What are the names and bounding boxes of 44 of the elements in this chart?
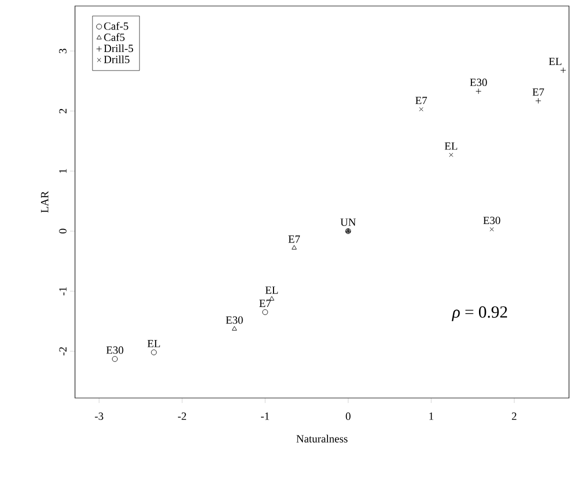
y-tick-label: -2 [59, 347, 66, 356]
annotation: E7 [259, 300, 271, 307]
y-tick-label: 2 [59, 108, 66, 114]
annotation: EL [444, 142, 458, 150]
annotation: E7 [532, 88, 544, 96]
legend-label: Caf5 [104, 33, 125, 42]
point [151, 350, 157, 356]
point [476, 88, 482, 94]
point [535, 98, 542, 104]
x-tick-label: -1 [260, 412, 270, 420]
annotation: EL [147, 340, 160, 348]
y-axis-title: LAR [41, 191, 48, 213]
point [232, 326, 237, 331]
annotation: E30 [470, 78, 487, 86]
x-tick-label: 2 [512, 412, 516, 420]
annotation: UN [340, 218, 356, 226]
annotation: E30 [106, 346, 124, 354]
y-tick-label: 1 [59, 169, 66, 173]
annotation: EL [265, 286, 278, 294]
annotation: E30 [483, 216, 500, 224]
annotation: EL [548, 58, 562, 66]
point [262, 309, 268, 316]
y-tick-label: 3 [59, 48, 66, 54]
point [449, 152, 454, 157]
point [560, 67, 566, 74]
annotation: E30 [226, 316, 243, 324]
x-tick-label: 1 [429, 412, 434, 420]
annotation: ρ = 0.92 [452, 306, 508, 322]
point [292, 245, 297, 250]
point [269, 296, 274, 300]
x-tick-label: -2 [178, 412, 186, 420]
y-tick-label: 0 [59, 228, 66, 234]
annotation: E7 [288, 236, 300, 243]
legend-label: Drill-5 [104, 44, 134, 52]
x-tick-label: -3 [94, 412, 104, 420]
x-axis-title: Naturalness [296, 434, 348, 442]
x-tick-label: 0 [346, 412, 350, 420]
point [419, 107, 424, 112]
legend-label: Drill5 [104, 55, 130, 64]
annotation: E7 [415, 96, 427, 104]
legend-label: Caf-5 [104, 22, 128, 30]
point [112, 356, 118, 362]
point [490, 227, 494, 232]
y-tick-label: -1 [59, 287, 66, 296]
